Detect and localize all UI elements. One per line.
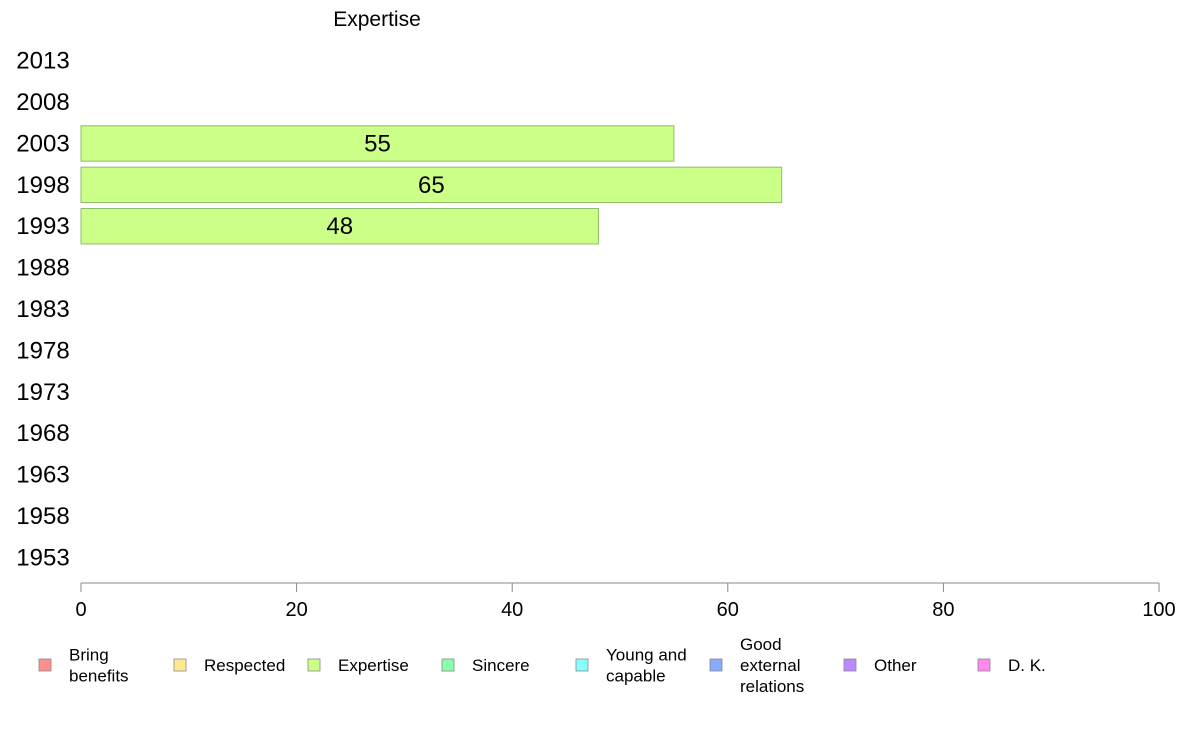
- y-tick-label: 1983: [16, 296, 69, 323]
- y-tick-label: 2003: [16, 130, 69, 157]
- x-tick-label: 0: [75, 599, 86, 621]
- x-tick-label: 40: [501, 599, 523, 621]
- x-tick-label: 80: [932, 599, 954, 621]
- legend-swatch: [575, 658, 589, 672]
- y-tick-label: 1993: [16, 213, 69, 240]
- x-tick-label: 100: [1142, 599, 1175, 621]
- chart-title: Expertise: [333, 8, 421, 31]
- legend-label: Respected: [204, 656, 285, 675]
- legend-label: D. K.: [1008, 656, 1046, 675]
- legend-swatch: [441, 658, 455, 672]
- y-tick-label: 1953: [16, 544, 69, 571]
- data-label: 48: [326, 213, 353, 240]
- legend-swatch: [977, 658, 991, 672]
- legend-label: benefits: [69, 667, 129, 686]
- x-tick-label: 60: [717, 599, 739, 621]
- x-tick-label: 20: [285, 599, 307, 621]
- data-label: 65: [418, 172, 445, 199]
- bar: [80, 125, 675, 162]
- bar: [80, 166, 783, 204]
- legend-label: Young and: [606, 646, 687, 665]
- y-tick-label: 1963: [16, 462, 69, 489]
- y-tick-label: 1988: [16, 255, 69, 282]
- legend-swatch: [173, 658, 187, 672]
- y-tick-label: 1998: [16, 172, 69, 199]
- legend-label: capable: [606, 667, 666, 686]
- legend-label: external: [740, 656, 800, 675]
- legend-label: Bring: [69, 646, 109, 665]
- legend-label: Good: [740, 635, 782, 654]
- legend-swatch: [38, 658, 52, 672]
- legend-swatch: [709, 658, 723, 672]
- y-tick-label: 2008: [16, 89, 69, 116]
- legend-label: Sincere: [472, 656, 530, 675]
- legend-label: Other: [874, 656, 917, 675]
- data-label: 55: [364, 130, 391, 157]
- y-tick-label: 1978: [16, 337, 69, 364]
- bar: [80, 208, 599, 245]
- y-tick-label: 1968: [16, 420, 69, 447]
- legend-swatch: [307, 658, 321, 672]
- y-tick-label: 1973: [16, 379, 69, 406]
- legend-label: Expertise: [338, 656, 409, 675]
- legend-swatch: [843, 658, 857, 672]
- y-tick-label: 1958: [16, 503, 69, 530]
- legend-label: relations: [740, 677, 804, 696]
- y-tick-label: 2013: [16, 48, 69, 75]
